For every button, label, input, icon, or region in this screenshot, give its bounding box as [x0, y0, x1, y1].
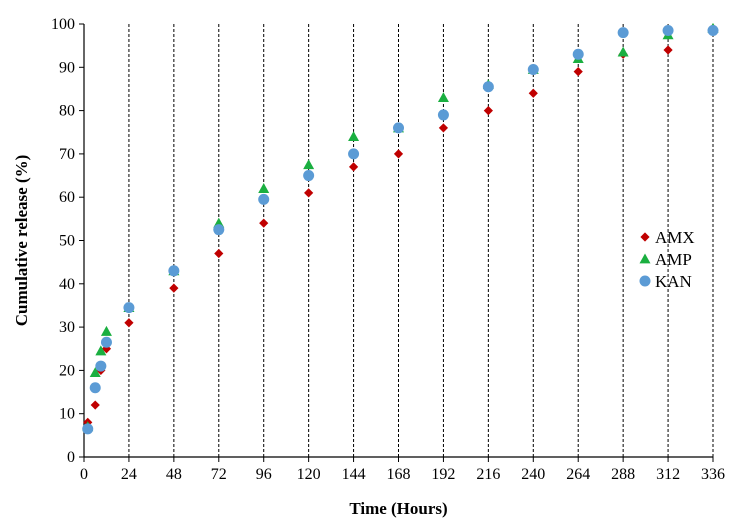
point-amp-8	[303, 159, 315, 170]
point-kan-5	[168, 265, 180, 277]
axis-layer	[79, 23, 714, 462]
series-amx	[83, 23, 718, 427]
legend-marker-amx	[640, 232, 650, 242]
legend-label-kan: KAN	[655, 272, 692, 291]
point-amx-11	[438, 123, 449, 133]
point-kan-13	[527, 63, 539, 75]
x-tick-label-336: 336	[701, 466, 725, 483]
legend-marker-kan	[639, 275, 651, 287]
point-kan-16	[662, 24, 674, 36]
point-kan-6	[213, 224, 225, 236]
x-tick-label-240: 240	[521, 466, 545, 483]
point-amp-9	[348, 131, 360, 141]
x-tick-label-168: 168	[387, 466, 411, 483]
point-amx-13	[528, 88, 538, 98]
point-amp-7	[258, 183, 270, 193]
x-tick-label-72: 72	[211, 466, 227, 483]
point-amx-1	[90, 400, 100, 410]
point-kan-7	[258, 193, 270, 205]
legend-marker-amp	[639, 253, 651, 264]
legend: AMX AMP KAN	[639, 228, 695, 291]
point-amp-3	[100, 325, 112, 336]
y-tick-label-40: 40	[59, 276, 75, 293]
x-tick-label-264: 264	[566, 466, 590, 483]
data-marks-layer	[82, 22, 719, 435]
point-amx-14	[573, 67, 583, 77]
point-amp-2	[95, 345, 107, 356]
y-tick-label-10: 10	[59, 406, 75, 423]
point-amp-15	[617, 46, 629, 57]
point-amx-12	[483, 106, 493, 116]
point-amp-1	[89, 367, 101, 377]
x-tick-label-216: 216	[476, 466, 500, 483]
point-kan-8	[303, 170, 315, 182]
point-kan-9	[348, 148, 360, 160]
x-tick-label-144: 144	[342, 466, 366, 483]
y-tick-label-30: 30	[59, 319, 75, 336]
x-tick-label-288: 288	[611, 466, 635, 483]
point-kan-0	[82, 423, 94, 435]
y-tick-label-20: 20	[59, 362, 75, 379]
legend-label-amp: AMP	[655, 250, 692, 269]
x-tick-label-312: 312	[656, 466, 680, 483]
x-tick-label-120: 120	[297, 466, 321, 483]
point-amx-16	[663, 45, 673, 55]
tick-label-layer: 0 10 20 30 40 50 60 70 80 90 100 0 24 48 72 96 120 144 168…	[51, 16, 725, 483]
point-kan-10	[393, 122, 404, 134]
x-axis-title: Time (Hours)	[349, 499, 447, 518]
y-tick-label-100: 100	[51, 16, 75, 33]
y-tick-label-90: 90	[59, 59, 75, 76]
point-amx-7	[259, 218, 269, 228]
point-amx-6	[214, 248, 224, 259]
point-amx-9	[348, 162, 359, 172]
point-kan-12	[482, 81, 494, 93]
point-kan-11	[437, 109, 449, 121]
point-amx-5	[169, 283, 179, 293]
point-kan-1	[89, 382, 101, 394]
x-tick-label-24: 24	[121, 466, 137, 483]
x-tick-label-0: 0	[80, 466, 88, 483]
point-amx-4	[124, 318, 134, 328]
x-tick-label-192: 192	[431, 466, 455, 483]
point-kan-4	[123, 302, 135, 314]
y-tick-label-80: 80	[59, 103, 75, 120]
x-tick-label-48: 48	[166, 466, 182, 483]
point-amp-11	[437, 92, 449, 103]
y-tick-label-0: 0	[67, 449, 75, 466]
grid-layer	[128, 24, 714, 457]
y-tick-label-50: 50	[59, 233, 75, 250]
point-amx-8	[304, 188, 314, 198]
point-amx-10	[393, 149, 404, 159]
point-kan-15	[617, 27, 629, 39]
point-kan-3	[100, 336, 112, 348]
point-kan-2	[95, 360, 107, 372]
legend-label-amx: AMX	[655, 228, 695, 247]
series-kan	[82, 24, 719, 435]
y-axis-title: Cumulative release (%)	[12, 155, 31, 327]
y-tick-label-70: 70	[59, 146, 75, 163]
y-tick-label-60: 60	[59, 189, 75, 206]
point-kan-17	[707, 24, 719, 36]
point-kan-14	[572, 48, 584, 60]
x-tick-label-96: 96	[256, 466, 272, 483]
